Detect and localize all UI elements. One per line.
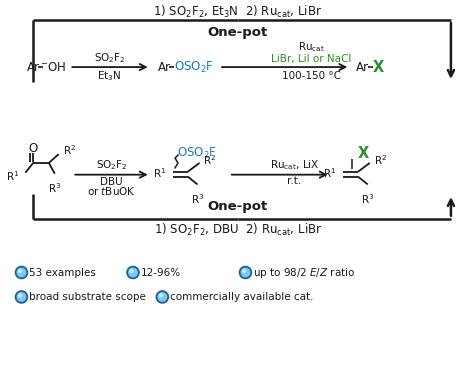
Text: One-pot: One-pot: [208, 26, 268, 39]
Text: $^{-}$OH: $^{-}$OH: [40, 60, 66, 74]
Circle shape: [159, 293, 163, 298]
Text: 53 examples: 53 examples: [29, 268, 96, 277]
Circle shape: [18, 293, 22, 298]
Circle shape: [18, 269, 22, 273]
Text: SO$_2$F$_2$: SO$_2$F$_2$: [94, 51, 125, 65]
Text: broad substrate scope: broad substrate scope: [29, 292, 146, 302]
Text: Ru$_{\mathregular{cat}}$: Ru$_{\mathregular{cat}}$: [298, 40, 325, 54]
Text: OSO$_2$F: OSO$_2$F: [177, 146, 217, 161]
Text: R$^1$: R$^1$: [153, 166, 166, 180]
Text: 1) SO$_2$F$_2$, Et$_3$N  2) Ru$_{\mathregular{cat}}$, LiBr: 1) SO$_2$F$_2$, Et$_3$N 2) Ru$_{\mathreg…: [153, 4, 322, 20]
Text: 12-96%: 12-96%: [141, 268, 181, 277]
Text: One-pot: One-pot: [208, 200, 268, 214]
Text: R$^2$: R$^2$: [63, 143, 76, 157]
Circle shape: [129, 269, 134, 273]
Text: Et$_3$N: Et$_3$N: [97, 69, 122, 83]
Text: OSO$_2$F: OSO$_2$F: [174, 59, 214, 74]
Text: DBU: DBU: [100, 177, 123, 186]
Circle shape: [240, 266, 251, 278]
Text: X: X: [357, 146, 368, 161]
Text: R$^3$: R$^3$: [48, 181, 62, 195]
Text: 1) SO$_2$F$_2$, DBU  2) Ru$_{\mathregular{cat}}$, LiBr: 1) SO$_2$F$_2$, DBU 2) Ru$_{\mathregular…: [154, 222, 322, 239]
Text: commercially available cat.: commercially available cat.: [170, 292, 314, 302]
Text: O: O: [28, 142, 38, 155]
Text: 100-150 °C: 100-150 °C: [282, 71, 340, 81]
Text: Ar: Ar: [27, 60, 40, 74]
Text: Ar: Ar: [356, 60, 369, 74]
Text: r.t.: r.t.: [287, 175, 301, 186]
Text: R$^3$: R$^3$: [191, 192, 204, 206]
Text: R$^2$: R$^2$: [374, 153, 387, 167]
Text: R$^1$: R$^1$: [323, 166, 337, 180]
Text: R$^1$: R$^1$: [6, 169, 19, 183]
Text: SO$_2$F$_2$: SO$_2$F$_2$: [96, 158, 128, 172]
Circle shape: [156, 291, 168, 303]
Text: Ru$_{\mathregular{cat}}$, LiX: Ru$_{\mathregular{cat}}$, LiX: [270, 158, 319, 172]
Circle shape: [16, 291, 27, 303]
Text: up to 98/2 $\it{E}$/$\it{Z}$ ratio: up to 98/2 $\it{E}$/$\it{Z}$ ratio: [253, 265, 356, 279]
Text: or $t$BuOK: or $t$BuOK: [87, 185, 136, 197]
Circle shape: [127, 266, 139, 278]
Text: Ar: Ar: [157, 60, 171, 74]
Circle shape: [16, 266, 27, 278]
Text: X: X: [373, 60, 384, 74]
Text: R$^2$: R$^2$: [203, 153, 217, 167]
Text: R$^3$: R$^3$: [361, 192, 374, 206]
Text: LiBr, LiI or NaCl: LiBr, LiI or NaCl: [271, 54, 351, 64]
Circle shape: [242, 269, 246, 273]
